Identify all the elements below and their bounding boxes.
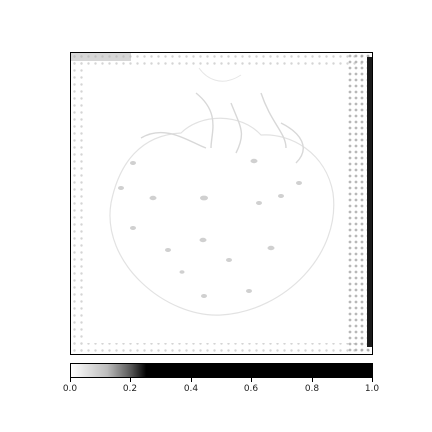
colorbar-tick-label: 0.6	[243, 384, 259, 394]
colorbar-tick	[70, 378, 71, 382]
colorbar-tick	[191, 378, 192, 382]
colorbar-tick	[312, 378, 313, 382]
top-edge-artifacts	[71, 53, 372, 67]
leaves-outline	[140, 92, 304, 164]
colorbar-gradient	[71, 364, 372, 377]
bottom-edge-artifacts	[71, 343, 372, 354]
colorbar-tick	[372, 378, 373, 382]
left-edge-artifacts	[71, 53, 83, 354]
colorbar-tick-label: 0.0	[62, 384, 78, 394]
colorbar-tick-label: 0.4	[183, 384, 199, 394]
colorbar-tick	[251, 378, 252, 382]
fruit-outline	[109, 117, 335, 316]
colorbar-tick-label: 0.8	[304, 384, 320, 394]
colorbar-tick-label: 1.0	[364, 384, 380, 394]
colorbar-tick	[130, 378, 131, 382]
stem-outline	[198, 67, 242, 82]
seeds	[118, 158, 302, 298]
colorbar	[70, 363, 373, 378]
colorbar-tick-marks	[70, 378, 373, 384]
saliency-image	[70, 52, 373, 355]
colorbar-tick-label: 0.2	[122, 384, 138, 394]
right-edge-dark-band	[367, 57, 372, 347]
top-left-dark-corner	[71, 53, 131, 61]
saliency-drawing	[71, 53, 372, 354]
